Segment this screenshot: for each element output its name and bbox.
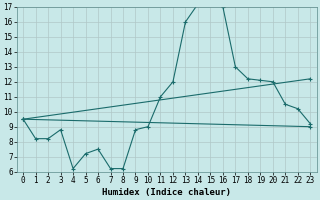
X-axis label: Humidex (Indice chaleur): Humidex (Indice chaleur) <box>102 188 231 197</box>
